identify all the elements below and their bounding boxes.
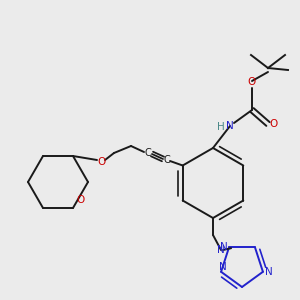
Text: C: C: [145, 148, 152, 158]
Text: N: N: [219, 262, 227, 272]
Text: H: H: [217, 122, 225, 132]
Text: O: O: [76, 195, 85, 205]
Text: N: N: [217, 245, 225, 255]
Text: O: O: [97, 157, 105, 167]
Text: N: N: [265, 267, 273, 277]
Text: C: C: [164, 155, 170, 165]
Text: N: N: [226, 121, 234, 131]
Text: O: O: [269, 119, 277, 129]
Text: N: N: [220, 242, 228, 252]
Text: O: O: [248, 77, 256, 87]
